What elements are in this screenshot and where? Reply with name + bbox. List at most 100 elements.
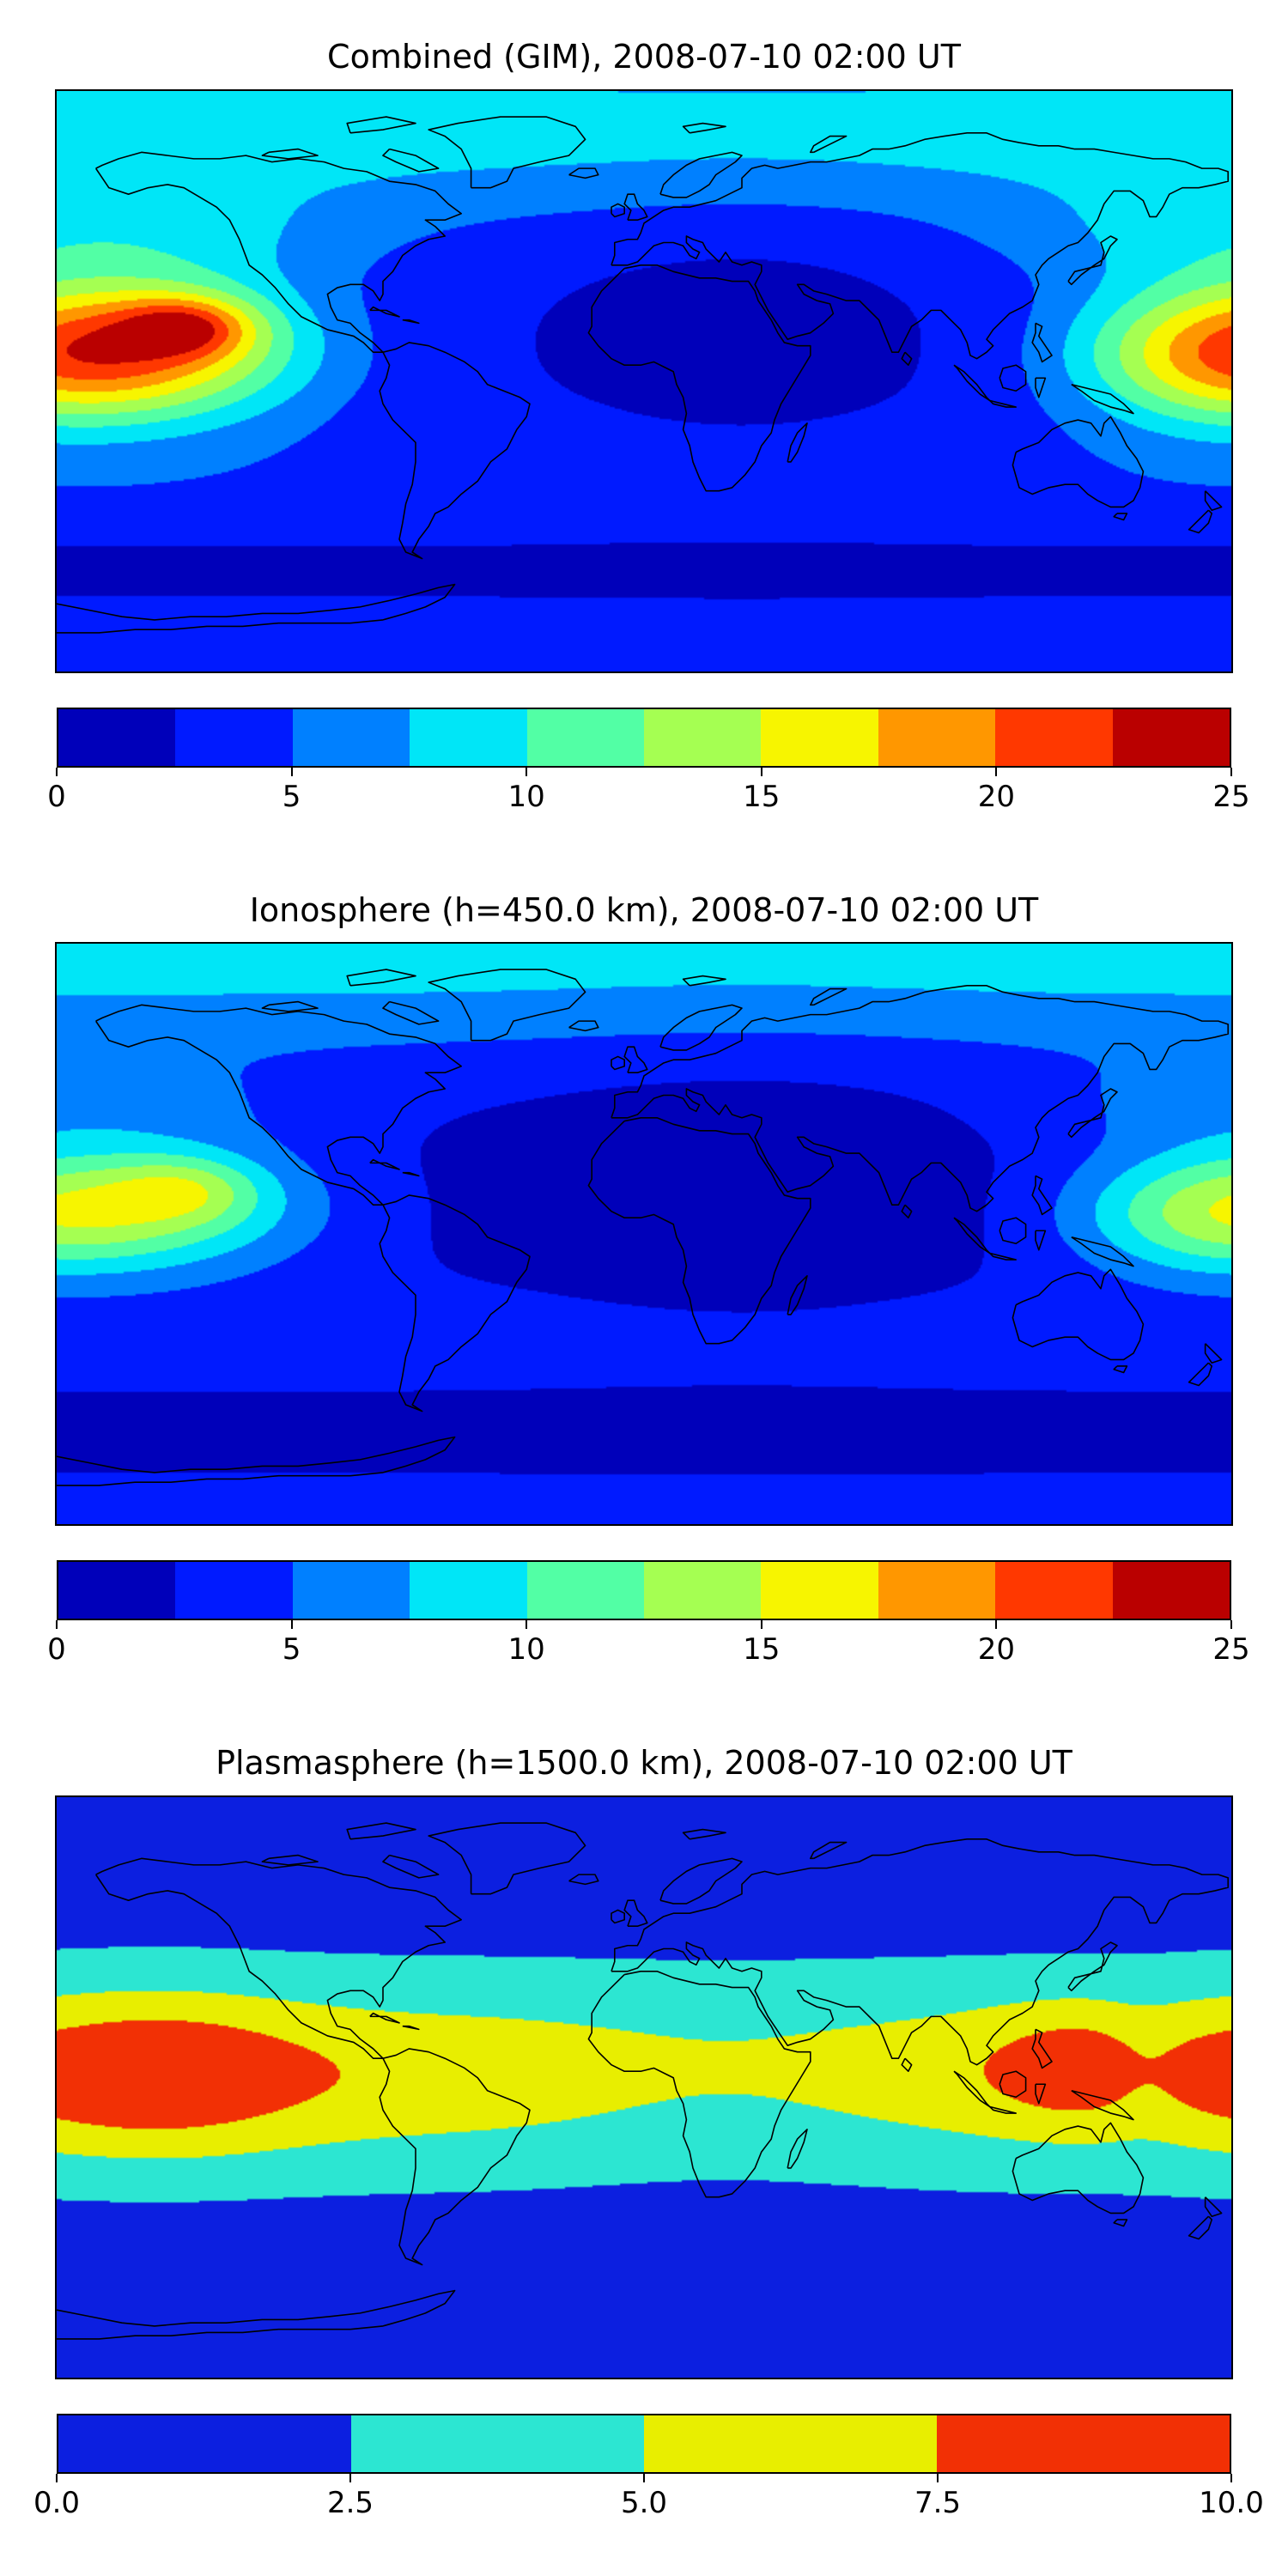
coastline-path bbox=[262, 149, 318, 158]
coastline-path bbox=[1206, 1344, 1222, 1364]
coastline-path bbox=[624, 194, 647, 220]
colorbar-tick-label: 5 bbox=[282, 1632, 301, 1668]
coastline-path bbox=[787, 422, 807, 461]
coastline-path bbox=[999, 365, 1025, 391]
coastline-path bbox=[954, 1218, 990, 1253]
colorbar-segment bbox=[644, 2415, 937, 2472]
coastline-path bbox=[611, 1910, 624, 1923]
colorbar-tick-label: 5 bbox=[282, 779, 301, 814]
map-ionosphere bbox=[55, 942, 1233, 1527]
coastline-path bbox=[428, 117, 585, 188]
coastline-path bbox=[1032, 2029, 1052, 2068]
colorbar-tick bbox=[349, 2473, 351, 2482]
panel-plasmasphere: Plasmasphere (h=1500.0 km), 2008-07-10 0… bbox=[0, 1744, 1288, 2522]
coastline-path bbox=[990, 2106, 1016, 2113]
colorbar-segment bbox=[1112, 708, 1230, 766]
coastline-path bbox=[624, 1900, 647, 1926]
coastline-path bbox=[1114, 513, 1127, 520]
coastline-path bbox=[1189, 2216, 1212, 2239]
coastline-path bbox=[383, 1855, 439, 1877]
colorbar-segment bbox=[644, 708, 762, 766]
coastline-path bbox=[990, 1254, 1016, 1261]
coastline-path bbox=[902, 2058, 911, 2071]
colorbar-tick-label: 2.5 bbox=[326, 2485, 374, 2520]
colorbar-gradient-combined bbox=[57, 707, 1231, 768]
colorbar-tick-label: 15 bbox=[743, 779, 781, 814]
colorbar-tick-label: 10.0 bbox=[1199, 2485, 1264, 2520]
coastlines-ionosphere bbox=[57, 944, 1231, 1524]
colorbar-tick bbox=[995, 1620, 998, 1630]
colorbar-segment bbox=[292, 708, 410, 766]
coastline-path bbox=[1072, 1237, 1133, 1267]
coastline-path bbox=[811, 989, 847, 1005]
figure-root: Combined (GIM), 2008-07-10 02:00 UT 0 5 10… bbox=[0, 38, 1288, 2522]
coastlines-combined bbox=[57, 91, 1231, 671]
colorbar-segment bbox=[58, 2415, 351, 2472]
coastline-path bbox=[1012, 1269, 1143, 1359]
coastlines-plasmasphere bbox=[57, 1797, 1231, 2378]
coastline-path bbox=[380, 2049, 530, 2265]
colorbar-tick bbox=[290, 767, 293, 776]
coastline-path bbox=[999, 2071, 1025, 2097]
coastline-path bbox=[403, 2026, 419, 2029]
colorbar-segment bbox=[1112, 1562, 1230, 1619]
coastline-path bbox=[96, 1005, 462, 1206]
coastline-path bbox=[1012, 2123, 1143, 2213]
colorbar-segment bbox=[761, 708, 878, 766]
coastline-path bbox=[403, 319, 419, 323]
colorbar-tick-label: 0 bbox=[47, 1632, 66, 1668]
colorbar-segment bbox=[410, 708, 527, 766]
coastline-path bbox=[1068, 1942, 1117, 1990]
coastline-path bbox=[57, 2290, 455, 2338]
coastline-path bbox=[569, 1874, 598, 1884]
colorbar-segment bbox=[526, 708, 645, 766]
coastline-path bbox=[954, 2071, 990, 2106]
coastline-path bbox=[611, 1839, 1228, 2065]
colorbar-segment bbox=[351, 2415, 644, 2472]
coastline-path bbox=[1114, 1366, 1127, 1373]
coastline-path bbox=[96, 152, 462, 352]
coastline-path bbox=[1206, 490, 1222, 510]
colorbar-tickmarks-plasmasphere bbox=[56, 2473, 1232, 2484]
coastline-path bbox=[611, 986, 1228, 1212]
coastline-path bbox=[370, 1160, 399, 1170]
colorbar-combined: 0 5 10 15 20 25 bbox=[47, 707, 1250, 816]
coastline-path bbox=[611, 1057, 624, 1070]
coastline-path bbox=[683, 123, 726, 132]
colorbar-tick-label: 20 bbox=[977, 779, 1016, 814]
colorbar-segment bbox=[995, 708, 1113, 766]
colorbar-tick-label: 15 bbox=[743, 1632, 781, 1668]
panel-combined: Combined (GIM), 2008-07-10 02:00 UT 0 5 10… bbox=[0, 38, 1288, 816]
colorbar-tick bbox=[995, 767, 998, 776]
coastline-path bbox=[1114, 2220, 1127, 2227]
colorbar-tick-label: 5.0 bbox=[620, 2485, 668, 2520]
coastline-path bbox=[954, 365, 990, 400]
colorbar-tickmarks-combined bbox=[56, 767, 1232, 778]
colorbar-ionosphere: 0 5 10 15 20 25 bbox=[47, 1560, 1250, 1668]
colorbar-tick-label: 10 bbox=[507, 1632, 545, 1668]
colorbar-tick bbox=[1230, 2473, 1232, 2482]
colorbar-segment bbox=[175, 1562, 293, 1619]
coastline-path bbox=[347, 1823, 416, 1839]
panel-title-combined: Combined (GIM), 2008-07-10 02:00 UT bbox=[327, 38, 961, 76]
coastline-path bbox=[588, 1971, 810, 2197]
coastline-path bbox=[1072, 384, 1133, 413]
coastline-path bbox=[57, 584, 455, 632]
colorbar-segment bbox=[878, 1562, 996, 1619]
colorbar-tick-label: 20 bbox=[977, 1632, 1016, 1668]
coastline-path bbox=[1032, 1176, 1052, 1215]
coastline-path bbox=[96, 1858, 462, 2058]
coastline-path bbox=[383, 1002, 439, 1024]
coastline-path bbox=[347, 117, 416, 133]
colorbar-labels-ionosphere: 0 5 10 15 20 25 bbox=[47, 1631, 1249, 1668]
coastline-path bbox=[611, 132, 1228, 358]
colorbar-segment bbox=[410, 1562, 527, 1619]
colorbar-tick bbox=[1230, 1620, 1232, 1630]
panel-title-plasmasphere: Plasmasphere (h=1500.0 km), 2008-07-10 0… bbox=[216, 1744, 1072, 1783]
colorbar-segment bbox=[175, 708, 293, 766]
colorbar-tickmarks-ionosphere bbox=[56, 1620, 1232, 1631]
map-combined bbox=[55, 88, 1233, 673]
colorbar-segment bbox=[995, 1562, 1113, 1619]
coastline-path bbox=[902, 352, 911, 365]
coastline-path bbox=[660, 1858, 742, 1904]
